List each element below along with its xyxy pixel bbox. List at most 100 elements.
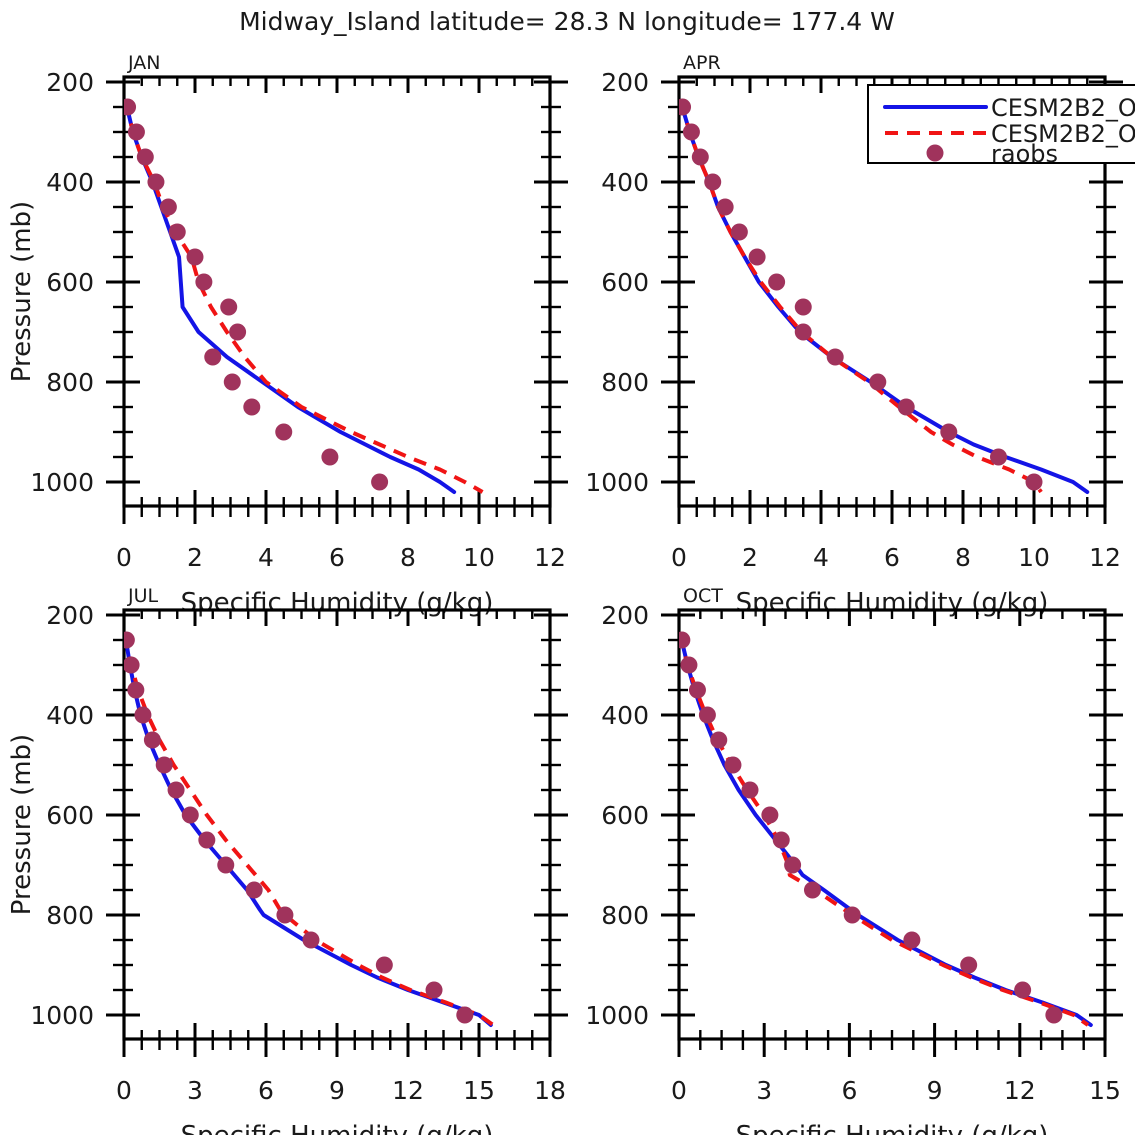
series-group [124, 631, 495, 1027]
y-tick-label: 400 [46, 168, 94, 197]
raobs-markers [679, 631, 1063, 1024]
y-tick-label: 1000 [585, 468, 649, 497]
raobs-marker [679, 98, 692, 116]
raobs-marker [730, 223, 748, 241]
raobs-marker [167, 781, 185, 799]
x-tick-label: 3 [187, 1076, 203, 1105]
y-tick-label: 400 [601, 168, 649, 197]
x-tick-label: 9 [927, 1076, 943, 1105]
y-axis-title: Pressure (mb) [7, 201, 37, 382]
x-tick-label: 3 [756, 1076, 772, 1105]
raobs-marker [375, 956, 393, 974]
raobs-marker [159, 198, 177, 216]
raobs-marker [1025, 473, 1043, 491]
y-tick-label: 600 [46, 801, 94, 830]
raobs-marker [220, 298, 238, 316]
panel-oct: 0 3 6 9 12 15 200 400 600 800 1000 OCT Specific Humi… [585, 585, 1123, 1135]
model-line-solid [679, 633, 1093, 1027]
raobs-marker [1014, 981, 1032, 999]
y-tick-label: 800 [601, 368, 649, 397]
raobs-marker [772, 831, 790, 849]
x-tick-label: 0 [116, 1076, 132, 1105]
raobs-marker [960, 956, 978, 974]
raobs-marker [223, 373, 241, 391]
x-tick-label: 8 [955, 543, 971, 572]
raobs-marker [990, 448, 1007, 466]
raobs-marker [794, 298, 812, 316]
raobs-marker [217, 856, 235, 874]
raobs-marker [826, 348, 844, 366]
legend-label-1: CESM2B2_Oslo_n [991, 94, 1135, 122]
x-tick-label: 6 [329, 543, 345, 572]
raobs-marker [134, 706, 152, 724]
raobs-marker [124, 98, 137, 116]
model-line-dashed [679, 634, 1090, 1027]
y-axis-title: Pressure (mb) [7, 734, 37, 915]
x-tick-label: 4 [813, 543, 829, 572]
raobs-marker [761, 806, 779, 824]
x-tick-label: 12 [1089, 543, 1121, 572]
raobs-marker [195, 273, 213, 291]
x-axis-title: Specific Humidity (g/kg) [181, 1121, 494, 1135]
raobs-marker [425, 981, 443, 999]
series-group [124, 98, 484, 494]
figure-title: Midway_Island latitude= 28.3 N longitude… [239, 7, 895, 36]
raobs-marker [897, 398, 915, 416]
raobs-marker [869, 373, 887, 391]
raobs-marker [724, 756, 742, 774]
model-line-dashed [124, 101, 484, 494]
raobs-marker [127, 123, 145, 141]
raobs-marker [204, 348, 222, 366]
panel-label-jul: JUL [127, 585, 159, 607]
y-tick-label: 1000 [30, 468, 94, 497]
x-tick-label: 12 [534, 543, 566, 572]
raobs-marker [243, 398, 261, 416]
x-tick-label: 4 [258, 543, 274, 572]
y-tick-label: 600 [46, 268, 94, 297]
raobs-marker [748, 248, 766, 266]
series-group [679, 631, 1093, 1027]
raobs-marker [803, 881, 821, 899]
raobs-marker [124, 631, 135, 649]
x-tick-label: 6 [841, 1076, 857, 1105]
legend-box [867, 84, 1135, 164]
x-tick-label: 9 [329, 1076, 345, 1105]
raobs-marker [940, 423, 958, 441]
raobs-marker [198, 831, 216, 849]
raobs-marker [710, 731, 728, 749]
raobs-marker [691, 148, 709, 166]
raobs-marker [186, 248, 204, 266]
raobs-marker [716, 198, 734, 216]
x-tick-label: 10 [1018, 543, 1050, 572]
raobs-marker [147, 173, 165, 191]
raobs-marker [679, 631, 691, 649]
panel-label-oct: OCT [683, 585, 723, 607]
x-tick-label: 0 [671, 1076, 687, 1105]
model-line-dashed [124, 634, 495, 1027]
raobs-marker [302, 931, 320, 949]
legend: CESM2B2_Oslo_nCESM2B2_Oslo_nraobs [867, 84, 1135, 168]
raobs-marker [680, 656, 698, 674]
x-tick-label: 15 [463, 1076, 495, 1105]
x-tick-label: 2 [742, 543, 758, 572]
raobs-marker [784, 856, 802, 874]
raobs-marker [136, 148, 154, 166]
y-tick-label: 200 [601, 68, 649, 97]
x-axis-title: Specific Humidity (g/kg) [736, 1121, 1049, 1135]
raobs-marker [276, 906, 294, 924]
legend-label-2: CESM2B2_Oslo_n [991, 120, 1135, 148]
y-tick-label: 200 [601, 601, 649, 630]
raobs-marker [143, 731, 161, 749]
plot-frame [122, 75, 552, 508]
panel-jul: 0 3 6 9 12 15 18 200 400 600 800 1000 JUL Specific Hu… [7, 585, 568, 1135]
raobs-marker [456, 1006, 474, 1024]
raobs-marker [794, 323, 812, 341]
model-line-solid [124, 633, 493, 1027]
x-tick-label: 0 [671, 543, 687, 572]
y-tick-label: 1000 [585, 1001, 649, 1030]
raobs-marker [371, 473, 389, 491]
x-tick-label: 2 [187, 543, 203, 572]
